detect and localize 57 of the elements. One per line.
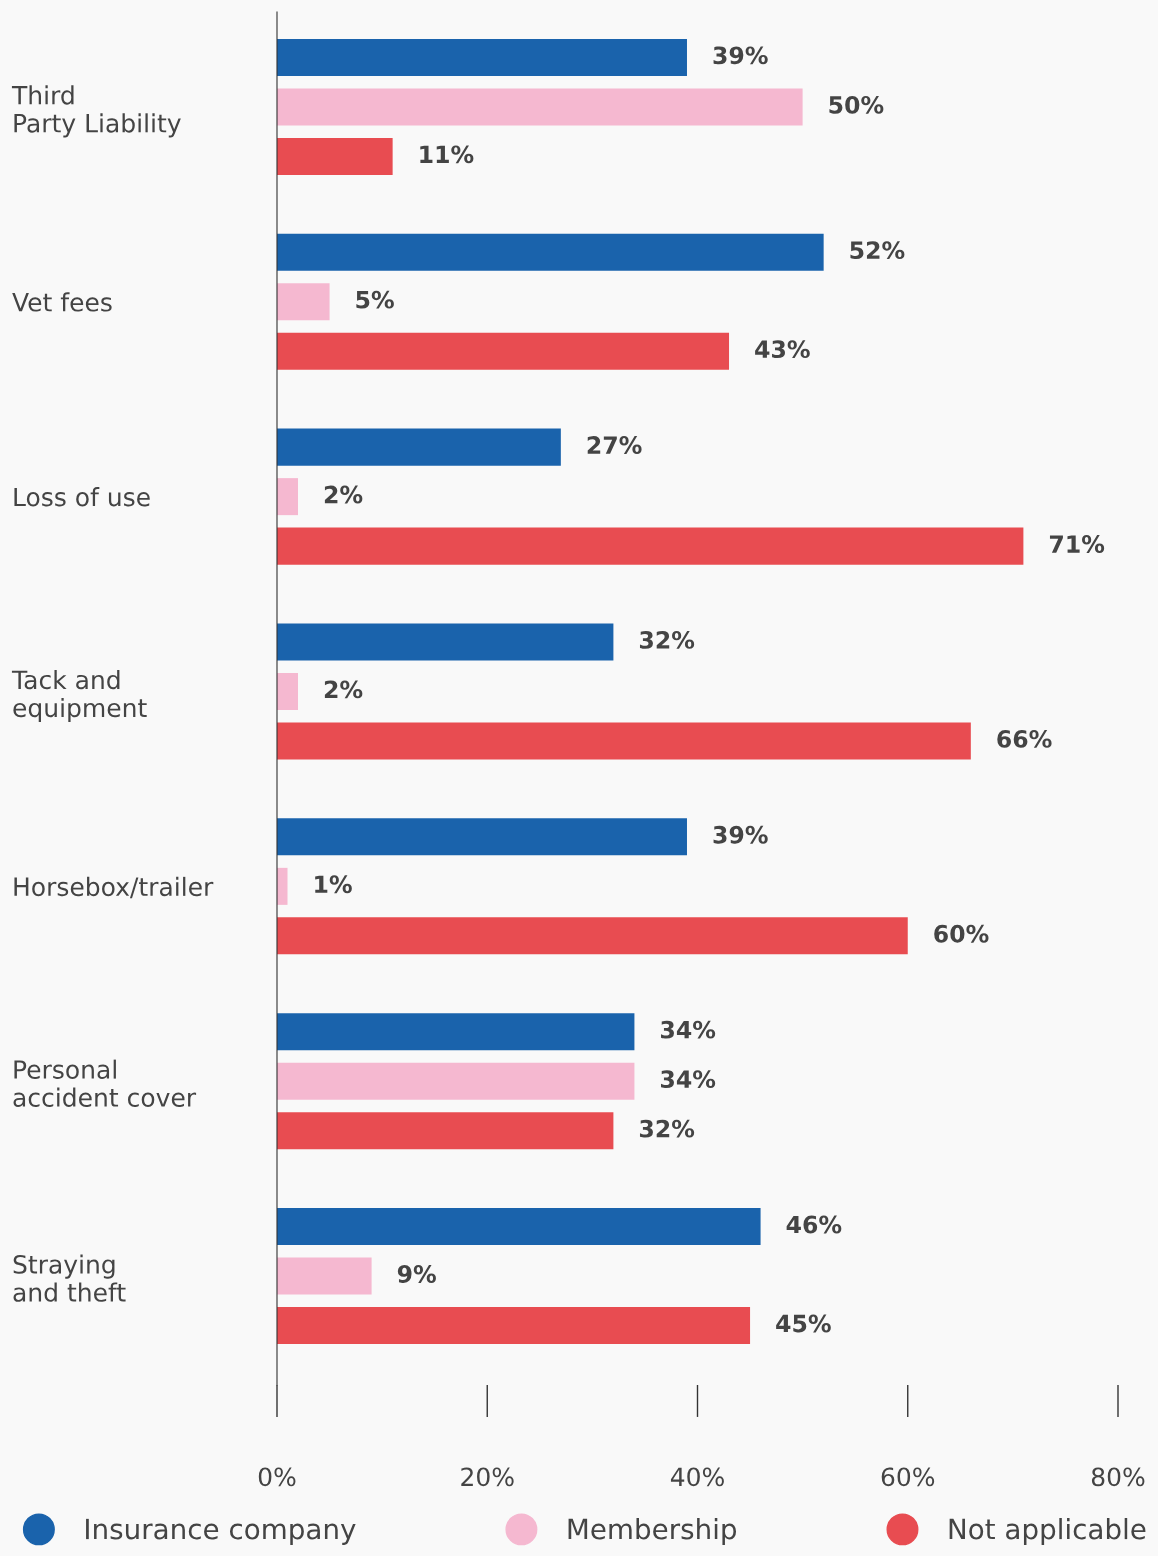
- y-tick-label: Loss of use: [14, 487, 150, 507]
- data-label: 34%: [661, 1020, 716, 1039]
- bar: [277, 1062, 635, 1100]
- data-label: 66%: [997, 729, 1052, 748]
- bar: [277, 283, 330, 321]
- y-tick-label: Personal accident cover: [13, 1059, 197, 1107]
- data-label: 2%: [324, 485, 363, 504]
- data-label: 9%: [397, 1265, 436, 1283]
- data-label: 32%: [639, 630, 695, 649]
- data-label: 50%: [829, 95, 884, 114]
- data-label: 39%: [713, 46, 768, 65]
- legend-label: Not applicable: [949, 1518, 1146, 1545]
- y-tick-label: Horsebox/trailer: [14, 876, 214, 899]
- bar: [277, 1307, 751, 1345]
- bar: [277, 137, 393, 175]
- x-tick-label: 60%: [881, 1467, 935, 1487]
- bar: [277, 672, 299, 710]
- bar: [277, 428, 561, 466]
- data-label: 11%: [420, 145, 474, 164]
- bar: [277, 233, 824, 271]
- data-label: 1%: [315, 875, 352, 894]
- y-tick-label: Tack and equipment: [11, 669, 147, 723]
- data-label: 52%: [850, 241, 905, 260]
- bar: [277, 88, 803, 126]
- data-label: 60%: [934, 924, 989, 943]
- data-label: 2%: [324, 680, 363, 699]
- data-label: 45%: [776, 1314, 831, 1333]
- data-label: 5%: [356, 290, 394, 309]
- data-label: 71%: [1049, 535, 1105, 553]
- bar: [277, 332, 730, 370]
- bar: [277, 917, 908, 955]
- x-tick-label: 40%: [670, 1467, 724, 1487]
- data-label: 34%: [661, 1070, 716, 1089]
- bar: [277, 478, 299, 516]
- data-label: 39%: [713, 825, 768, 844]
- bar: [277, 38, 687, 76]
- y-tick-label: Third Party Liability: [11, 85, 181, 138]
- bar: [277, 867, 288, 905]
- data-label: 32%: [639, 1119, 695, 1138]
- data-label: 27%: [587, 436, 642, 454]
- y-tick-label: Vet fees: [12, 292, 112, 312]
- data-label: 46%: [786, 1215, 842, 1234]
- y-tick-label: Straying and theft: [13, 1254, 126, 1302]
- bar: [277, 1257, 372, 1295]
- bar: [277, 527, 1024, 565]
- legend-label: Membership: [568, 1518, 737, 1545]
- bar: [277, 818, 687, 856]
- x-tick-label: 20%: [461, 1467, 514, 1487]
- bar: [277, 623, 614, 661]
- x-tick-label: 80%: [1091, 1467, 1145, 1487]
- bar: [277, 1013, 635, 1051]
- bar: [277, 1112, 614, 1150]
- x-tick-label: 0%: [258, 1467, 296, 1487]
- bar: [277, 1208, 761, 1246]
- bar: [277, 722, 971, 760]
- data-label: 43%: [755, 340, 810, 359]
- legend-label: Insurance company: [86, 1518, 356, 1545]
